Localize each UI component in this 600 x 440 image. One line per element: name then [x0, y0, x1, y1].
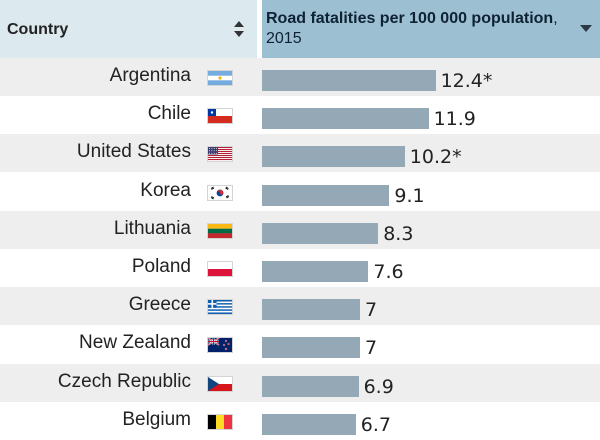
country-name: United States [76, 141, 191, 163]
table-row[interactable]: Czech Republic 6.9 [0, 363, 600, 402]
value-label: 12.4* [440, 70, 493, 92]
country-name: Lithuania [113, 217, 191, 239]
flag-united-states-icon [207, 146, 233, 163]
value-label: 7 [365, 337, 378, 360]
country-name: Poland [131, 256, 191, 277]
flag-chile-icon [207, 108, 233, 125]
value-bar [262, 108, 429, 130]
sort-icon[interactable] [233, 20, 245, 38]
table-row[interactable]: Argentina 12.4* [0, 58, 600, 96]
table-row[interactable]: Chile 11.9 [0, 96, 600, 135]
table-row[interactable]: New Zealand 7 [0, 325, 600, 364]
table-header: Country Road fatalities per 100 000 popu… [0, 0, 600, 58]
value-label: 9.1 [394, 184, 425, 207]
value-label: 11.9 [433, 108, 476, 131]
value-bar [262, 222, 379, 244]
value-label: 10.2* [409, 146, 462, 169]
table-row[interactable]: Greece 7 [0, 287, 600, 326]
metric-year: , 2015 [266, 10, 558, 47]
flag-korea-icon [207, 184, 233, 201]
country-name: Argentina [109, 65, 191, 86]
flag-greece-icon [207, 299, 233, 316]
flag-czech-republic-icon [207, 375, 233, 392]
country-column-header[interactable]: Country [0, 0, 257, 58]
flag-poland-icon [207, 261, 233, 277]
country-name: Belgium [122, 408, 191, 430]
value-bar [262, 261, 369, 282]
metric-title: Road fatalities per 100 000 population [266, 10, 554, 27]
table-row[interactable]: United States 10.2* [0, 134, 600, 173]
flag-belgium-icon [207, 413, 233, 430]
value-label: 7 [365, 299, 378, 322]
flag-new-zealand-icon [207, 337, 233, 354]
value-label: 6.7 [360, 413, 392, 436]
country-name: Korea [140, 179, 191, 201]
table-row[interactable]: Korea 9.1 [0, 172, 600, 211]
value-label: 6.9 [363, 375, 394, 398]
value-bar [262, 413, 356, 435]
country-name: Czech Republic [57, 370, 191, 392]
value-label: 7.6 [373, 261, 404, 283]
metric-column-header[interactable]: Road fatalities per 100 000 population, … [262, 0, 600, 58]
value-bar [262, 299, 360, 321]
country-name: Chile [147, 103, 191, 125]
value-bar [262, 375, 359, 397]
country-name: Greece [128, 294, 191, 316]
value-bar [262, 146, 405, 168]
flag-lithuania-icon [207, 222, 233, 239]
value-bar [262, 337, 360, 359]
flag-argentina-icon [207, 70, 233, 86]
table-row[interactable]: Lithuania 8.3 [0, 210, 600, 249]
value-bar [262, 184, 390, 206]
table-row[interactable]: Belgium 6.7 [0, 401, 600, 440]
value-label: 8.3 [383, 222, 414, 245]
table-row[interactable]: Poland 7.6 [0, 249, 600, 287]
country-column-label: Country [7, 21, 69, 38]
value-bar [262, 70, 436, 91]
metric-column-label: Road fatalities per 100 000 population, … [266, 9, 566, 49]
country-name: New Zealand [79, 332, 191, 354]
chevron-down-icon[interactable] [580, 25, 592, 33]
